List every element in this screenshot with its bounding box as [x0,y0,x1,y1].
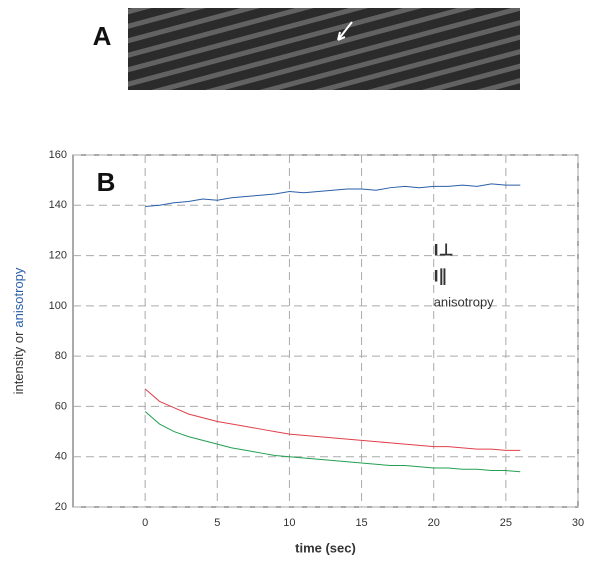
panel-label: B [97,167,116,197]
y-axis-label-part: intensity or [11,331,26,395]
y-tick-label: 80 [55,350,67,362]
y-tick-label: 160 [49,149,67,161]
panel-label: A [93,21,112,51]
x-tick-label: 20 [428,517,440,529]
y-axis-label-part: anisotropy [11,267,26,327]
x-tick-label: 15 [355,517,367,529]
arrow [337,21,353,41]
x-tick-label: 5 [214,517,220,529]
x-tick-label: 10 [283,517,295,529]
x-tick-label: 25 [500,517,512,529]
series-line [144,388,521,451]
plot-area [72,154,579,508]
x-tick-label: 30 [572,517,584,529]
micrograph [128,8,520,90]
x-tick-label: 0 [142,517,148,529]
legend-label: I⊥ [434,240,454,259]
legend-label: anisotropy [434,294,494,309]
y-tick-label: 20 [55,501,67,513]
series-line [145,183,521,208]
y-tick-label: 60 [55,400,67,412]
legend-label: I∥ [434,266,447,285]
x-axis-label: time (sec) [295,540,356,555]
y-tick-label: 100 [49,300,67,312]
y-tick-label: 140 [49,199,67,211]
y-tick-label: 120 [49,249,67,261]
y-tick-label: 40 [55,451,67,463]
y-axis-label: intensity or anisotropy [11,267,26,394]
series-line [144,411,521,473]
